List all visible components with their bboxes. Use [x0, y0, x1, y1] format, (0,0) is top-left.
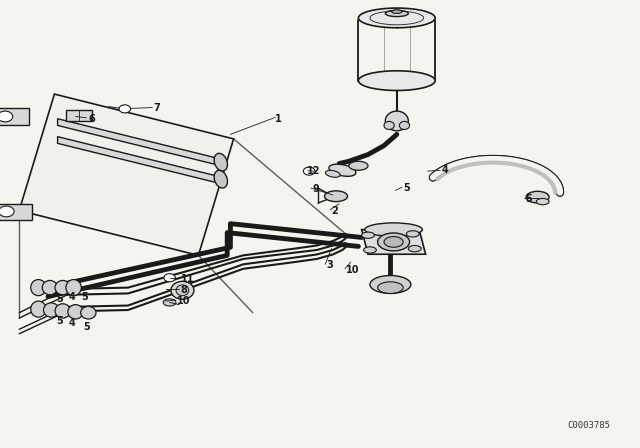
- Polygon shape: [66, 110, 92, 121]
- Ellipse shape: [119, 105, 131, 113]
- Text: 5: 5: [403, 183, 410, 193]
- Text: 7: 7: [154, 103, 161, 113]
- Text: 4: 4: [69, 293, 76, 302]
- Ellipse shape: [214, 153, 227, 171]
- Polygon shape: [0, 204, 32, 220]
- Text: 10: 10: [177, 296, 191, 306]
- Ellipse shape: [399, 121, 410, 129]
- Ellipse shape: [55, 280, 70, 295]
- Ellipse shape: [324, 191, 348, 202]
- Text: 8: 8: [180, 285, 188, 295]
- Ellipse shape: [536, 198, 549, 205]
- Ellipse shape: [406, 231, 419, 237]
- Text: C0003785: C0003785: [567, 421, 611, 430]
- Ellipse shape: [408, 246, 421, 252]
- Ellipse shape: [362, 232, 374, 238]
- Text: 6: 6: [88, 114, 95, 124]
- Ellipse shape: [81, 306, 96, 319]
- Ellipse shape: [364, 247, 376, 253]
- Text: 3: 3: [326, 260, 333, 270]
- Text: 4: 4: [442, 165, 449, 175]
- Ellipse shape: [44, 303, 59, 317]
- Ellipse shape: [163, 299, 176, 306]
- Ellipse shape: [214, 170, 227, 188]
- Ellipse shape: [68, 305, 83, 319]
- Ellipse shape: [384, 121, 394, 129]
- Polygon shape: [58, 137, 221, 184]
- Text: 1: 1: [275, 114, 282, 124]
- Polygon shape: [19, 94, 234, 255]
- Ellipse shape: [171, 281, 194, 299]
- Ellipse shape: [164, 274, 175, 282]
- Text: 10: 10: [346, 265, 360, 275]
- Ellipse shape: [385, 10, 408, 17]
- Ellipse shape: [55, 304, 70, 318]
- Ellipse shape: [384, 237, 403, 247]
- Ellipse shape: [378, 282, 403, 293]
- Text: 5: 5: [81, 293, 88, 302]
- Text: 12: 12: [307, 166, 321, 176]
- Polygon shape: [0, 108, 29, 125]
- Polygon shape: [58, 119, 221, 166]
- Ellipse shape: [370, 276, 411, 293]
- Ellipse shape: [66, 280, 81, 296]
- Text: 9: 9: [312, 184, 319, 194]
- Ellipse shape: [42, 280, 58, 295]
- Ellipse shape: [31, 301, 46, 317]
- Ellipse shape: [526, 191, 549, 203]
- Text: 5: 5: [83, 322, 90, 332]
- Ellipse shape: [325, 170, 340, 177]
- Ellipse shape: [392, 10, 402, 13]
- Ellipse shape: [303, 167, 315, 175]
- Text: 5: 5: [56, 316, 63, 326]
- Ellipse shape: [31, 280, 46, 296]
- Text: 4: 4: [69, 318, 76, 327]
- Ellipse shape: [358, 71, 435, 90]
- Ellipse shape: [385, 111, 408, 131]
- Text: 5: 5: [525, 194, 532, 204]
- Ellipse shape: [329, 164, 356, 177]
- Ellipse shape: [0, 111, 13, 122]
- Ellipse shape: [176, 285, 189, 296]
- Ellipse shape: [378, 233, 410, 251]
- Text: 5: 5: [56, 294, 63, 304]
- Ellipse shape: [349, 161, 368, 170]
- Ellipse shape: [358, 8, 435, 28]
- Text: 11: 11: [180, 274, 194, 284]
- Ellipse shape: [0, 206, 14, 217]
- Ellipse shape: [365, 223, 422, 237]
- Polygon shape: [362, 229, 426, 254]
- Text: 2: 2: [332, 206, 339, 215]
